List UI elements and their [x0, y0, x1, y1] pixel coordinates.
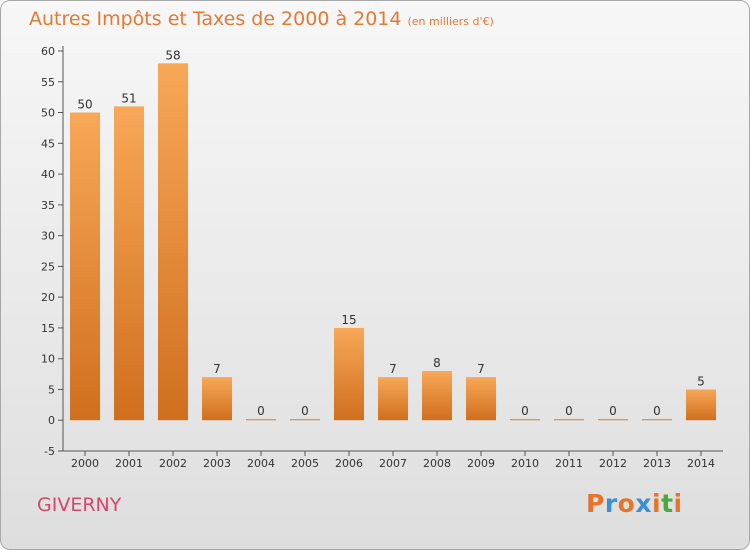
bar-value-label: 5 — [697, 374, 705, 388]
bar-value-label: 7 — [477, 362, 485, 376]
bar-value-label: 0 — [257, 404, 265, 418]
y-tick-label: 35 — [41, 199, 55, 212]
bar — [290, 419, 320, 421]
x-tick-label: 2000 — [71, 457, 99, 470]
logo-letter: i — [673, 489, 683, 518]
y-tick-label: -5 — [44, 445, 55, 458]
y-tick-label: 0 — [48, 414, 55, 427]
proxiti-logo: Proxiti — [586, 489, 683, 518]
bar — [466, 377, 496, 421]
bar — [598, 419, 628, 421]
x-tick-label: 2008 — [423, 457, 451, 470]
x-tick-label: 2004 — [247, 457, 275, 470]
x-tick-label: 2009 — [467, 457, 495, 470]
bar-value-label: 15 — [341, 313, 356, 327]
y-tick-label: 5 — [48, 383, 55, 396]
bar-value-label: 8 — [433, 356, 441, 370]
bar — [422, 371, 452, 421]
bar — [158, 63, 188, 421]
x-tick-label: 2013 — [643, 457, 671, 470]
x-tick-label: 2001 — [115, 457, 143, 470]
x-tick-label: 2005 — [291, 457, 319, 470]
y-tick-label: 45 — [41, 137, 55, 150]
logo-letter: o — [617, 489, 636, 518]
bar — [510, 419, 540, 421]
logo-letter: x — [635, 489, 652, 518]
bar-value-label: 0 — [565, 404, 573, 418]
bar — [554, 419, 584, 421]
bar-value-label: 7 — [389, 362, 397, 376]
x-tick-label: 2012 — [599, 457, 627, 470]
bar-value-label: 0 — [521, 404, 529, 418]
bar — [246, 419, 276, 421]
bar — [642, 419, 672, 421]
bar — [202, 377, 232, 421]
y-tick-label: 10 — [41, 353, 55, 366]
bar-value-label: 51 — [121, 91, 136, 105]
x-tick-label: 2002 — [159, 457, 187, 470]
logo-letter: i — [652, 489, 662, 518]
bar-value-label: 58 — [165, 48, 180, 62]
bar — [114, 106, 144, 421]
bar-value-label: 0 — [301, 404, 309, 418]
bar — [334, 327, 364, 421]
x-tick-label: 2007 — [379, 457, 407, 470]
chart-title: Autres Impôts et Taxes de 2000 à 2014 (en… — [29, 8, 494, 30]
x-tick-label: 2006 — [335, 457, 363, 470]
bar-value-label: 0 — [653, 404, 661, 418]
y-tick-label: 30 — [41, 230, 55, 243]
title-text: Autres Impôts et Taxes de 2000 à 2014 — [29, 8, 402, 30]
y-tick-label: 50 — [41, 107, 55, 120]
bar — [378, 377, 408, 421]
bar — [686, 389, 716, 421]
commune-name: GIVERNY — [37, 494, 122, 516]
y-tick-label: 60 — [41, 45, 55, 58]
y-tick-label: 15 — [41, 322, 55, 335]
bar-value-label: 50 — [77, 98, 92, 112]
logo-letter: P — [586, 489, 605, 518]
bar-value-label: 0 — [609, 404, 617, 418]
bar — [70, 112, 100, 421]
y-tick-label: 40 — [41, 168, 55, 181]
y-tick-label: 25 — [41, 260, 55, 273]
bar-value-label: 7 — [213, 362, 221, 376]
x-tick-label: 2014 — [687, 457, 715, 470]
logo-letter: t — [661, 489, 674, 518]
x-tick-label: 2003 — [203, 457, 231, 470]
x-tick-label: 2011 — [555, 457, 583, 470]
y-tick-label: 55 — [41, 76, 55, 89]
chart-subtitle: (en milliers d'€) — [407, 15, 494, 28]
y-tick-label: 20 — [41, 291, 55, 304]
logo-letter: r — [604, 489, 618, 518]
x-tick-label: 2010 — [511, 457, 539, 470]
